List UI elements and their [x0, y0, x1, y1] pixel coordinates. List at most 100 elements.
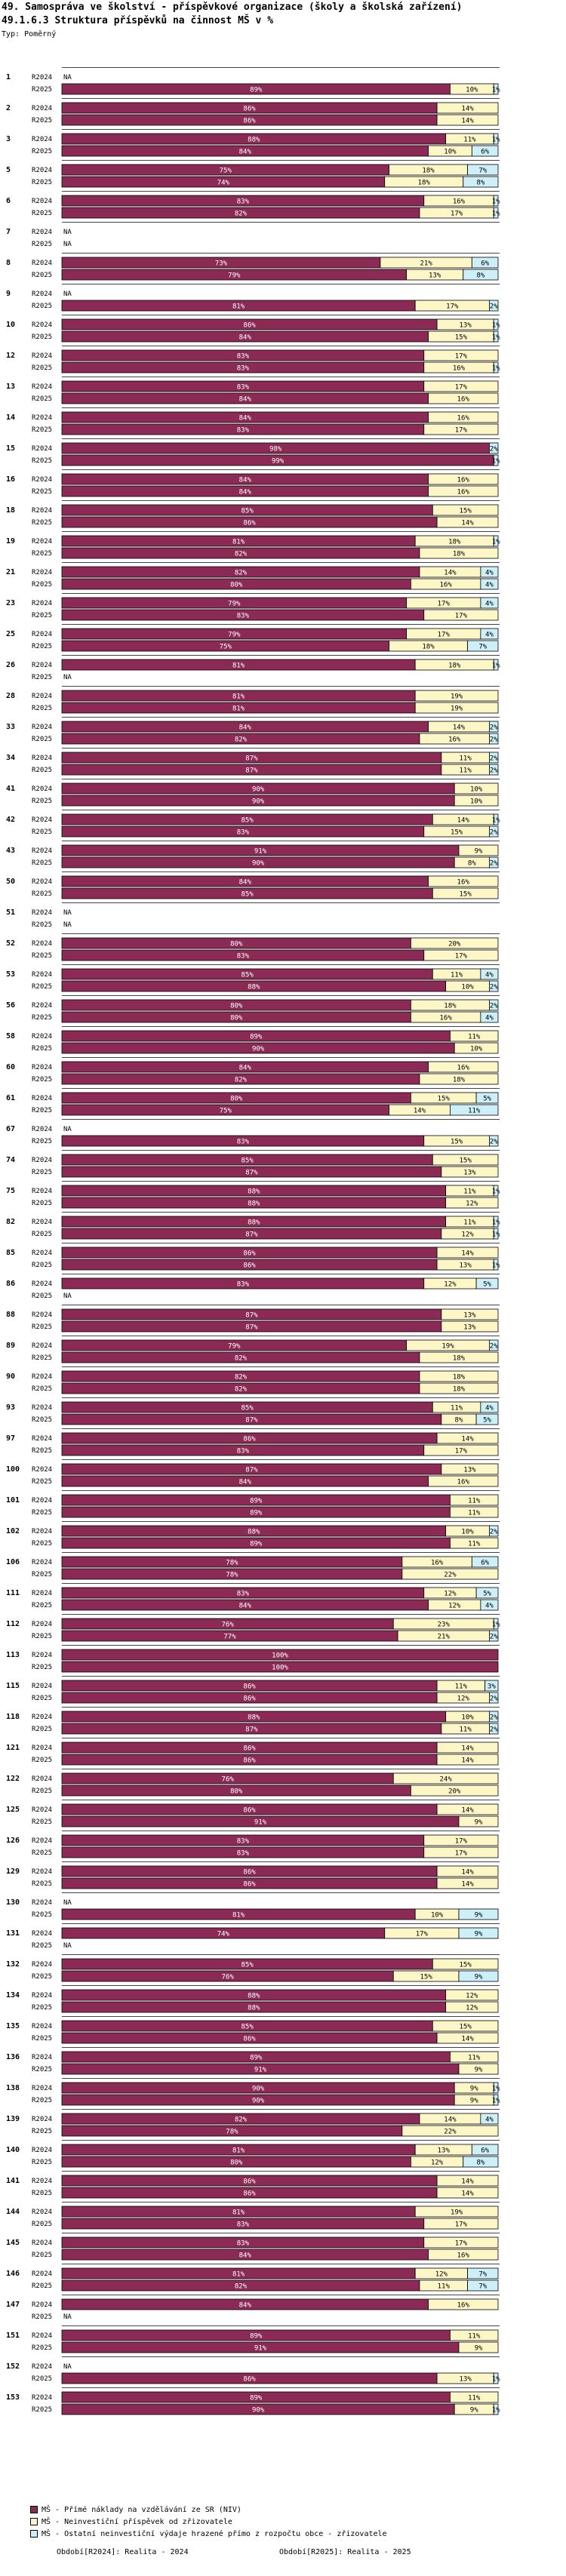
- group-label: 41: [6, 785, 15, 793]
- bar-value-label: 86%: [243, 1757, 256, 1765]
- period-label: R2024: [32, 600, 52, 607]
- bar-value-label: 86%: [243, 1745, 256, 1753]
- bar-value-label: 17%: [455, 384, 468, 392]
- bar-segment: [432, 504, 499, 516]
- period-label: R2025: [32, 2159, 52, 2166]
- bar-segment: [445, 1989, 499, 2001]
- bar-value-label: 2%: [490, 829, 498, 837]
- period-label: R2024: [32, 2363, 52, 2371]
- bar-value-label: 1%: [492, 662, 500, 670]
- bar-value-label: 16%: [457, 489, 470, 496]
- bar-value-label: 2%: [490, 736, 498, 744]
- bar-segment: [61, 1649, 499, 1661]
- period-label: R2025: [32, 2313, 52, 2321]
- na-label: NA: [63, 74, 72, 81]
- bar-value-label: 11%: [463, 1219, 476, 1227]
- period-label: R2025: [32, 210, 52, 217]
- bar-value-label: 78%: [226, 2129, 238, 2136]
- bar-value-label: 75%: [220, 168, 232, 175]
- bar-value-label: 17%: [438, 632, 451, 639]
- group-label: 42: [6, 816, 15, 824]
- bar-value-label: 9%: [475, 2345, 483, 2353]
- period-label: R2025: [32, 550, 52, 558]
- bar-segment: [489, 764, 499, 776]
- bar-value-label: 76%: [222, 1974, 235, 1981]
- bar-value-label: 6%: [481, 260, 489, 268]
- bar-value-label: 84%: [239, 1603, 252, 1610]
- period-label: R2024: [32, 229, 52, 236]
- bar-value-label: 82%: [235, 570, 248, 577]
- bar-value-label: 1%: [492, 1219, 500, 1227]
- bar-value-label: 90%: [252, 786, 265, 794]
- bar-value-label: 1%: [492, 2086, 500, 2093]
- period-label: R2025: [32, 798, 52, 805]
- period-label: R2024: [32, 1899, 52, 1907]
- group-label: 129: [6, 1867, 20, 1876]
- group-label: 141: [6, 2177, 20, 2185]
- bar-value-label: 83%: [237, 1591, 250, 1598]
- period-label: R2025: [32, 2344, 52, 2352]
- period-label: R2024: [32, 1157, 52, 1164]
- bar-value-label: 83%: [237, 2221, 250, 2229]
- period-label: R2025: [32, 2066, 52, 2073]
- bar-value-label: 83%: [237, 1281, 250, 1289]
- bar-segment: [458, 1927, 499, 1939]
- bar-value-label: 82%: [235, 2283, 248, 2291]
- bar-value-label: 83%: [237, 1448, 250, 1456]
- bar-value-label: 79%: [228, 601, 241, 608]
- bar-value-label: 81%: [232, 303, 245, 311]
- bar-segment: [423, 423, 499, 435]
- bar-value-label: 16%: [457, 415, 470, 423]
- group-label: 9: [6, 290, 11, 298]
- bar-segment: [423, 609, 499, 621]
- bar-value-label: 17%: [455, 2221, 468, 2229]
- bar-segment: [458, 1815, 499, 1827]
- bar-segment: [458, 844, 499, 856]
- period-label: R2025: [32, 736, 52, 743]
- period-label: R2025: [32, 1942, 52, 1950]
- period-label: R2024: [32, 1497, 52, 1505]
- bar-value-label: 11%: [438, 2283, 451, 2291]
- period-label: R2025: [32, 2128, 52, 2135]
- period-label: R2025: [32, 890, 52, 898]
- bar-value-label: 12%: [448, 1603, 461, 1610]
- bar-value-label: 2%: [490, 303, 498, 311]
- bar-segment: [428, 875, 499, 887]
- period-label: R2025: [32, 1323, 52, 1331]
- bar-value-label: 11%: [468, 2055, 481, 2062]
- bar-value-label: 5%: [483, 1096, 491, 1103]
- bar-value-label: 14%: [457, 817, 470, 825]
- bar-segment: [450, 2051, 499, 2063]
- period-label: R2024: [32, 445, 52, 453]
- group-label: 56: [6, 1001, 15, 1010]
- group-label: 97: [6, 1434, 15, 1443]
- bar-value-label: 5%: [483, 1591, 491, 1598]
- bar-segment: [423, 1444, 499, 1456]
- bar-value-label: 9%: [475, 1912, 483, 1920]
- period-label: R2024: [32, 940, 52, 948]
- na-label: NA: [63, 1126, 72, 1133]
- group-label: 139: [6, 2115, 20, 2123]
- bar-value-label: 90%: [252, 2098, 265, 2105]
- period-label: R2025: [32, 1169, 52, 1176]
- bar-segment: [428, 1061, 499, 1073]
- bar-segment: [475, 1277, 499, 1290]
- bar-segment: [480, 628, 499, 640]
- bar-value-label: 11%: [468, 1510, 481, 1517]
- group-label: 86: [6, 1280, 15, 1288]
- bar-segment: [467, 640, 499, 652]
- bar-value-label: 89%: [250, 1541, 263, 1548]
- period-label: R2024: [32, 2301, 52, 2309]
- bar-value-label: 18%: [453, 1077, 466, 1084]
- bar-value-label: 91%: [254, 2067, 267, 2074]
- bar-value-label: 81%: [232, 705, 245, 713]
- bar-value-label: 11%: [468, 1498, 481, 1505]
- bar-segment: [428, 2298, 499, 2310]
- bar-value-label: 18%: [418, 180, 431, 187]
- period-label: R2024: [32, 1621, 52, 1628]
- bar-segment: [489, 442, 499, 454]
- bar-value-label: 100%: [272, 1652, 288, 1660]
- group-label: 144: [6, 2208, 20, 2216]
- group-label: 152: [6, 2362, 20, 2371]
- bar-value-label: 1%: [492, 365, 500, 373]
